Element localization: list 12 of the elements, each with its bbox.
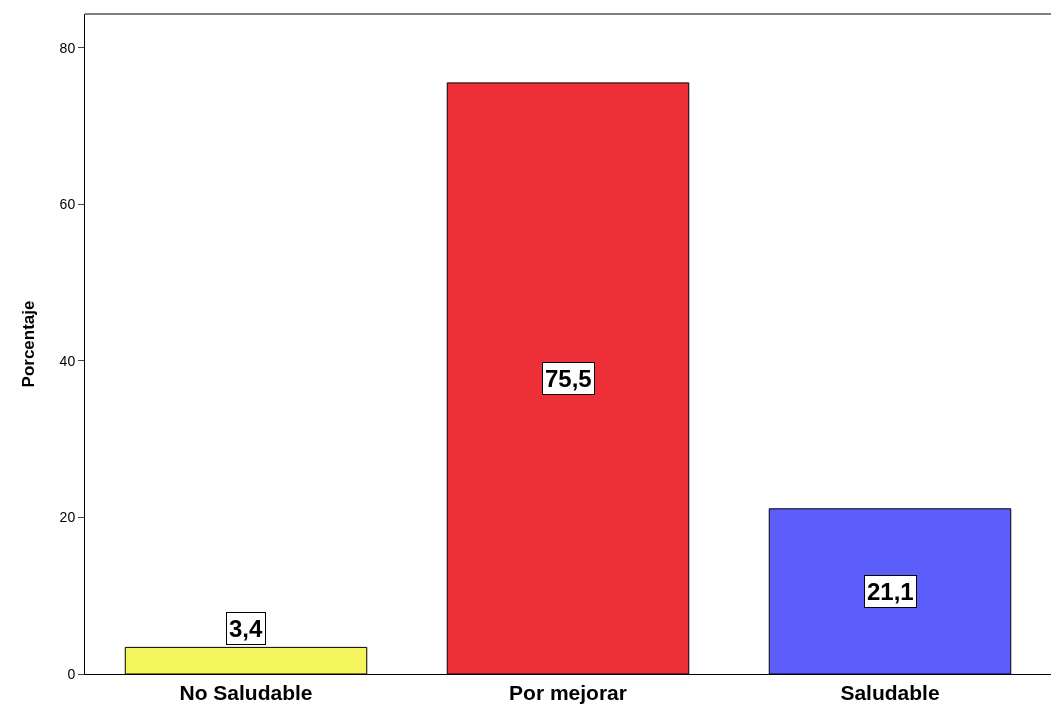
data-label: 75,5 xyxy=(545,365,592,392)
data-label: 3,4 xyxy=(229,615,264,642)
y-axis-title: Porcentaje xyxy=(19,300,39,388)
y-tick-label: 20 xyxy=(59,509,76,526)
y-tick-label: 40 xyxy=(59,352,76,369)
y-tick-label: 0 xyxy=(67,665,76,682)
y-tick-label: 80 xyxy=(59,39,76,56)
x-tick-label: No Saludable xyxy=(179,681,313,705)
data-label: 21,1 xyxy=(867,578,914,605)
y-tick-label: 60 xyxy=(59,196,76,213)
x-tick-label: Saludable xyxy=(840,681,940,705)
x-tick-label: Por mejorar xyxy=(509,681,627,705)
